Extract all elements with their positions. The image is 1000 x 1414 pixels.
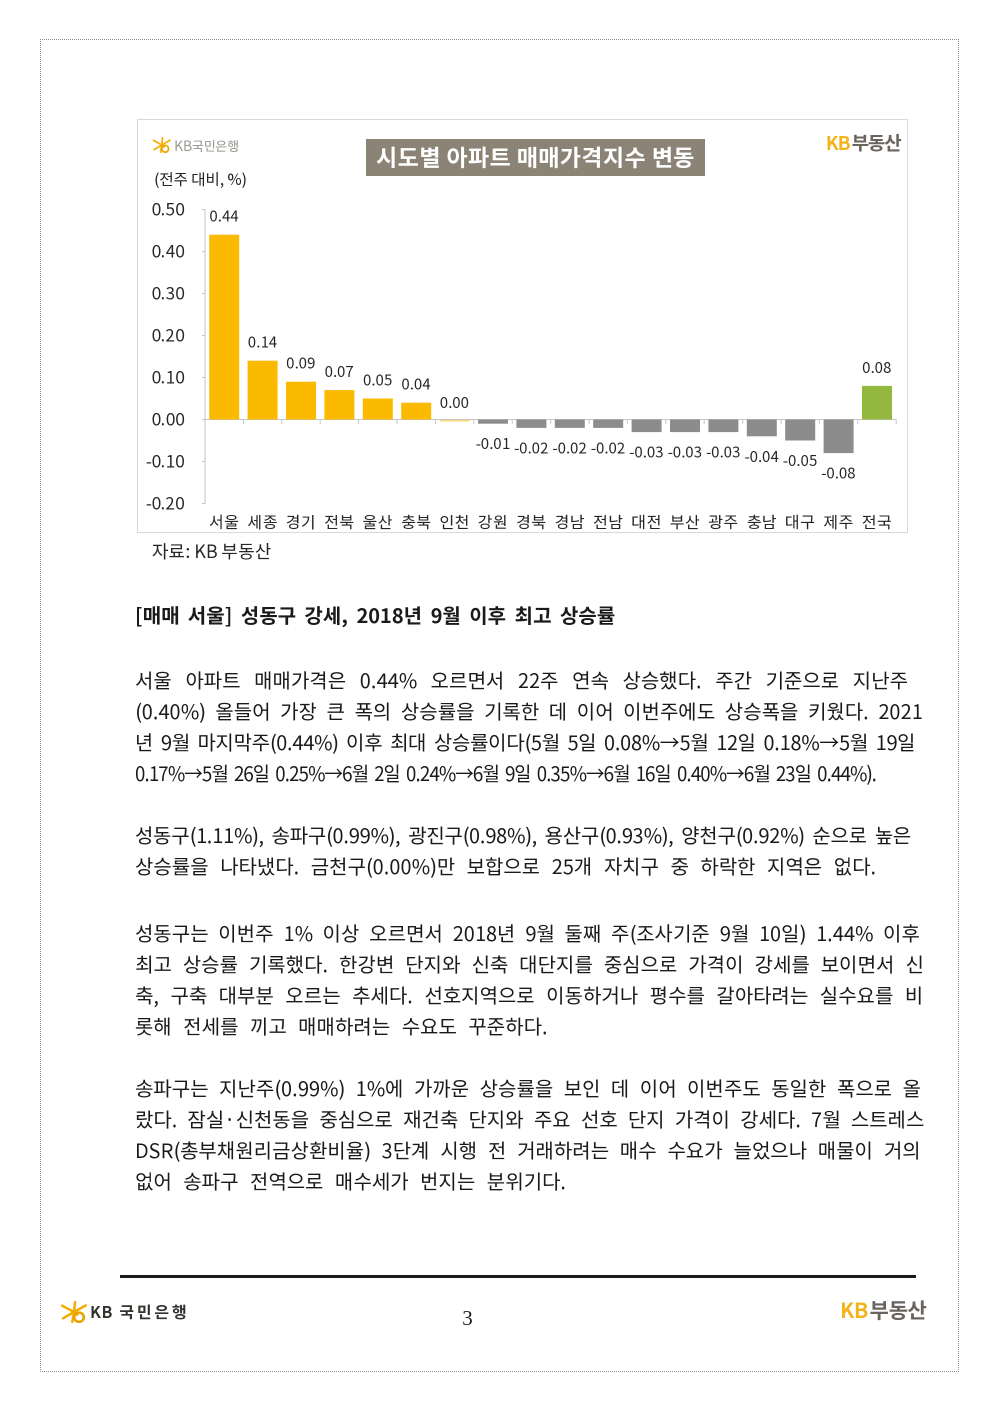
svg-text:광주: 광주 <box>708 509 738 533</box>
svg-text:대전: 대전 <box>631 509 661 533</box>
svg-text:울산: 울산 <box>363 509 393 533</box>
svg-text:충북: 충북 <box>401 509 431 533</box>
svg-text:0.40: 0.40 <box>151 238 184 263</box>
svg-text:전북: 전북 <box>324 509 354 533</box>
svg-text:서울: 서울 <box>209 509 239 533</box>
svg-text:0.30: 0.30 <box>151 280 184 305</box>
svg-text:세종: 세종 <box>247 509 277 533</box>
svg-text:제주: 제주 <box>823 509 853 533</box>
svg-text:경기: 경기 <box>286 509 316 533</box>
svg-text:-0.03: -0.03 <box>706 442 740 463</box>
svg-text:-0.10: -0.10 <box>146 448 185 473</box>
svg-text:0.07: 0.07 <box>325 361 354 382</box>
svg-text:경남: 경남 <box>555 509 585 533</box>
svg-text:0.00: 0.00 <box>151 406 184 431</box>
svg-text:전남: 전남 <box>593 509 623 533</box>
svg-text:-0.02: -0.02 <box>514 437 548 458</box>
svg-text:0.44: 0.44 <box>210 206 240 227</box>
svg-text:인천: 인천 <box>439 509 469 533</box>
svg-text:-0.02: -0.02 <box>553 437 587 458</box>
svg-text:-0.01: -0.01 <box>476 433 510 454</box>
svg-text:-0.20: -0.20 <box>146 490 185 515</box>
svg-text:0.14: 0.14 <box>248 332 278 353</box>
svg-text:0.10: 0.10 <box>151 364 184 389</box>
svg-text:충남: 충남 <box>747 509 777 533</box>
svg-text:-0.02: -0.02 <box>591 437 625 458</box>
svg-text:-0.08: -0.08 <box>821 463 856 484</box>
svg-text:-0.05: -0.05 <box>783 450 817 471</box>
svg-text:강원: 강원 <box>478 509 508 533</box>
svg-text:0.05: 0.05 <box>363 370 392 391</box>
svg-text:0.50: 0.50 <box>151 196 184 221</box>
svg-text:0.04: 0.04 <box>402 374 432 395</box>
svg-text:대구: 대구 <box>785 509 815 533</box>
svg-text:-0.03: -0.03 <box>668 442 702 463</box>
svg-text:-0.04: -0.04 <box>745 446 780 467</box>
svg-text:경북: 경북 <box>516 509 546 533</box>
svg-text:0.08: 0.08 <box>862 357 892 378</box>
svg-text:0.20: 0.20 <box>151 322 184 347</box>
svg-text:0.00: 0.00 <box>440 392 470 413</box>
svg-text:전국: 전국 <box>862 509 892 533</box>
svg-text:부산: 부산 <box>670 509 700 533</box>
svg-text:0.09: 0.09 <box>286 353 316 374</box>
svg-text:-0.03: -0.03 <box>629 442 663 463</box>
